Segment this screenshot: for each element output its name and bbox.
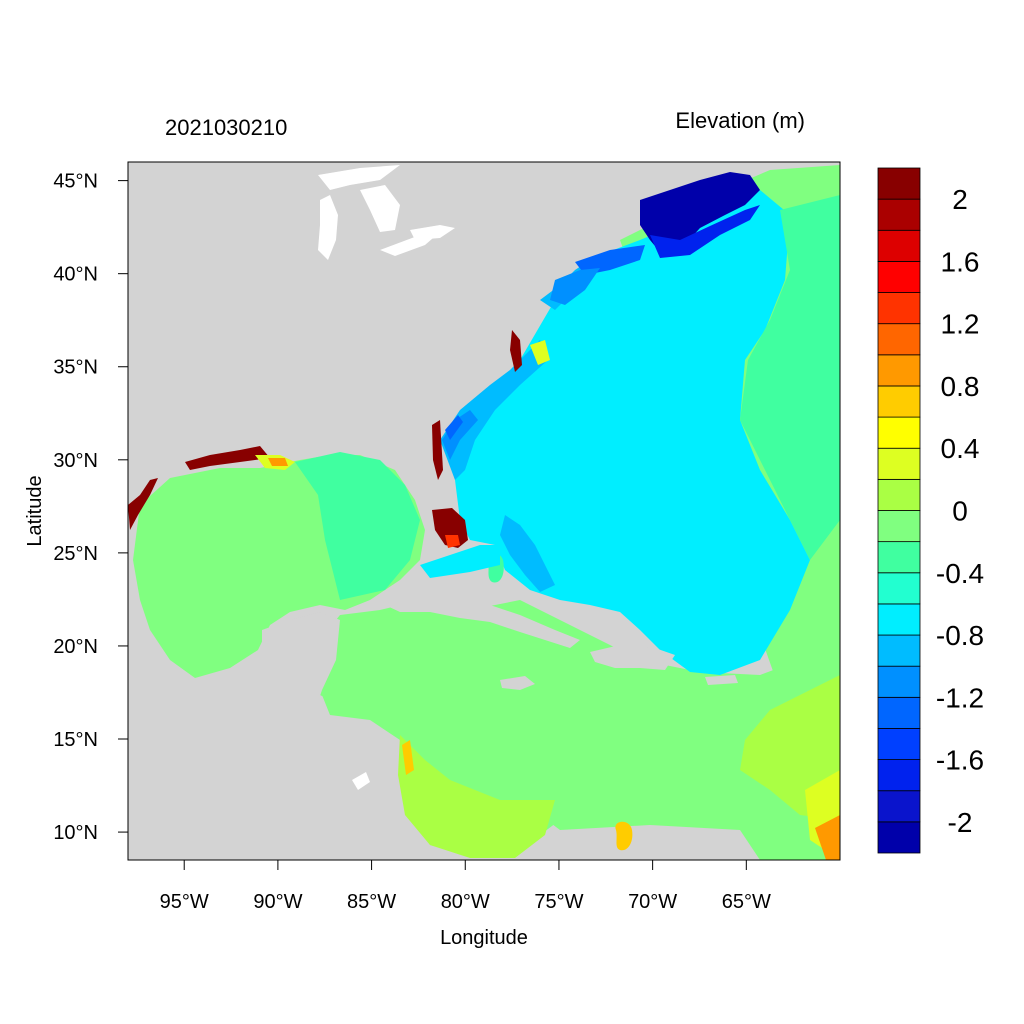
- latitude-axis: 45°N 40°N 35°N 30°N 25°N 20°N 15°N 10°N: [53, 171, 128, 844]
- lat-tick-label: 30°N: [53, 450, 98, 472]
- caribbean-southwest-water: [398, 735, 555, 858]
- yucatan-peninsula: [262, 612, 340, 720]
- lon-tick-label: 85°W: [347, 891, 396, 913]
- colorbar-segment: [877, 665, 921, 698]
- georgia-bight-water: [442, 410, 478, 460]
- georges-bank-water: [650, 205, 760, 258]
- lon-tick-label: 90°W: [253, 891, 302, 913]
- mississippi-delta-surge: [268, 458, 288, 466]
- trinidad-coast-water: [815, 815, 840, 860]
- colorbar-label: 2: [952, 184, 968, 215]
- long-island-shelf-water: [575, 245, 645, 275]
- north-florida-east-surge: [432, 420, 443, 480]
- lon-tick-label: 65°W: [722, 891, 771, 913]
- colorbar-segment: [877, 229, 921, 262]
- colorbar-segment: [877, 510, 921, 543]
- colorbar-label: -0.4: [936, 558, 984, 589]
- lat-tick-label: 15°N: [53, 729, 98, 751]
- colorbar-segment: [877, 790, 921, 823]
- florida-bay-surge: [445, 535, 460, 548]
- map-plot-area: [128, 162, 840, 860]
- gulf-of-maine-water: [640, 172, 760, 252]
- date-label: 2021030210: [165, 115, 287, 140]
- colorbar-segment: [877, 572, 921, 605]
- bahamas-bank-water: [500, 515, 555, 592]
- lon-tick-label: 75°W: [534, 891, 583, 913]
- florida-straits-water: [420, 545, 500, 578]
- lon-tick-label: 95°W: [160, 891, 209, 913]
- colorbar-label: -2: [948, 807, 973, 838]
- lake-superior: [318, 165, 400, 190]
- x-axis-label: Longitude: [440, 927, 528, 949]
- chesapeake-surge: [510, 330, 522, 372]
- cuba-island: [385, 595, 580, 648]
- louisiana-coast-surge: [185, 446, 270, 470]
- puerto-rico-island: [705, 675, 738, 685]
- colorbar-segment: [877, 821, 921, 854]
- lat-tick-label: 45°N: [53, 171, 98, 193]
- lat-tick-label: 40°N: [53, 264, 98, 286]
- mid-atlantic-shelf-water: [550, 268, 600, 305]
- atlantic-aqua-band: [740, 195, 840, 560]
- islands: [262, 595, 738, 720]
- southwest-florida-surge: [432, 508, 468, 548]
- y-axis-label: Latitude: [24, 475, 46, 546]
- colorbar-label: -1.2: [936, 682, 984, 713]
- colorbar-segment: [877, 323, 921, 356]
- colorbar-label: -1.6: [936, 745, 984, 776]
- lakes: [318, 165, 455, 790]
- texas-coast-surge: [128, 478, 158, 530]
- lat-tick-label: 25°N: [53, 543, 98, 565]
- colorbar-segment: [877, 634, 921, 667]
- lake-ontario: [410, 225, 455, 240]
- lake-huron: [360, 185, 400, 232]
- colorbar-segment: [877, 728, 921, 760]
- colorbar-segment: [877, 696, 921, 729]
- colorbar-segment: [877, 447, 921, 480]
- lon-tick-label: 80°W: [441, 891, 490, 913]
- atlantic-cyan-water: [455, 190, 810, 675]
- colorbar-segment: [877, 198, 921, 231]
- lake-michigan: [318, 195, 338, 260]
- lake-nicaragua: [352, 772, 370, 790]
- colorbar-segment: [877, 416, 921, 449]
- panama-coast-water: [402, 740, 414, 775]
- colorbar-label: -0.8: [936, 620, 984, 651]
- colorbar-segment: [877, 292, 921, 325]
- map-frame: [127, 161, 841, 861]
- lat-tick-label: 35°N: [53, 357, 98, 379]
- colorbar-segment: [877, 354, 921, 387]
- colorbar-segment: [877, 478, 921, 511]
- lat-tick-label: 10°N: [53, 822, 98, 844]
- lat-tick-label: 20°N: [53, 636, 98, 658]
- longitude-axis: 95°W 90°W 85°W 80°W 75°W 70°W 65°W: [160, 860, 771, 913]
- colorbar-segment: [877, 385, 921, 418]
- hispaniola-island: [590, 645, 675, 670]
- lesser-antilles-water: [740, 675, 840, 820]
- southeast-shelf-water: [440, 340, 548, 480]
- colorbar-segment: [877, 541, 921, 574]
- colorbar-label: 0: [952, 496, 968, 527]
- colorbar-label: 0.8: [941, 371, 980, 402]
- colorbar-segment: [877, 167, 921, 200]
- colorbar-label: 1.2: [941, 309, 980, 340]
- colorbar-label: 0.4: [941, 433, 980, 464]
- jamaica-island: [500, 676, 535, 690]
- colorbar: 2 1.6 1.2 0.8 0.4 0 -0.4 -0.8 -1.2 -1.6 -2: [877, 167, 984, 854]
- colorbar-segment: [877, 261, 921, 293]
- pamlico-sound-water: [530, 340, 550, 365]
- lon-tick-label: 70°W: [628, 891, 677, 913]
- variable-label: Elevation (m): [675, 108, 805, 133]
- colorbar-label: 1.6: [941, 246, 980, 277]
- colorbar-segment: [877, 759, 921, 792]
- colorbar-segment: [877, 603, 921, 636]
- carolina-shelf-water: [445, 415, 463, 440]
- gulf-loop-current-water: [295, 452, 420, 600]
- maracaibo-water: [615, 821, 633, 851]
